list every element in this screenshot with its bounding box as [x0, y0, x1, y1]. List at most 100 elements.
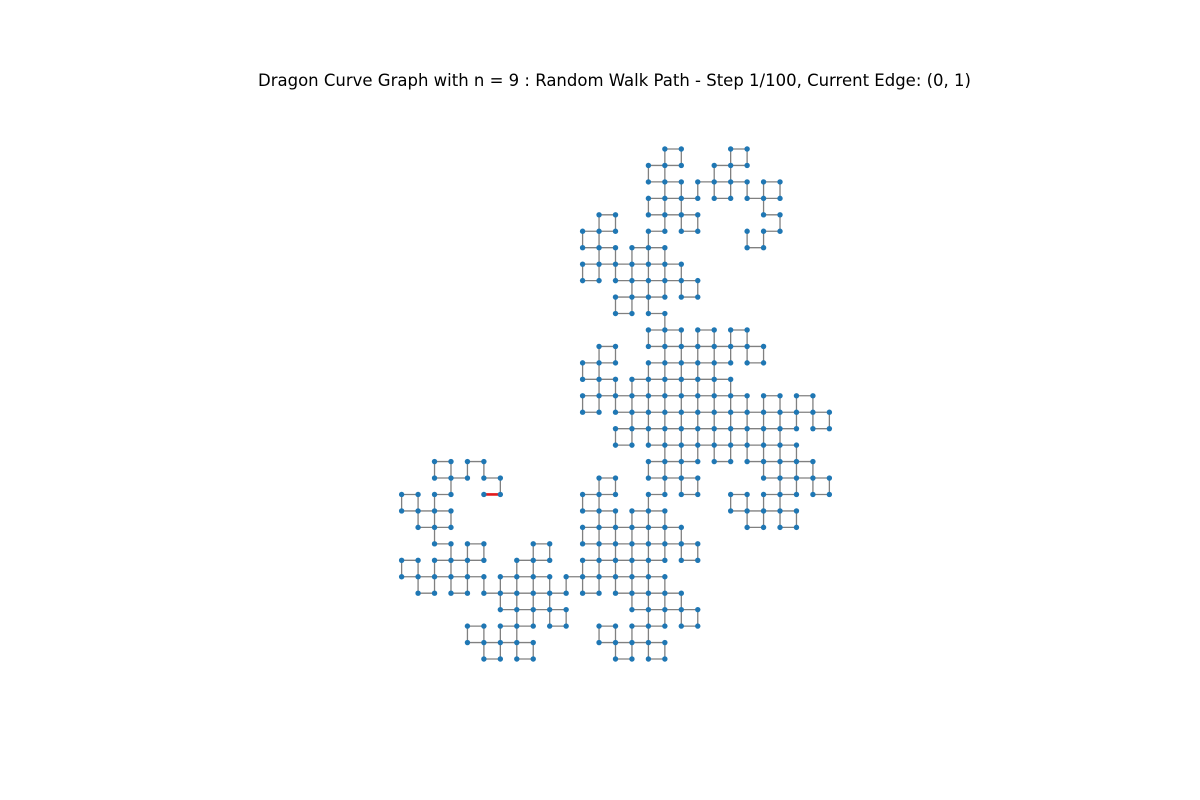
graph-node — [612, 310, 619, 317]
graph-node — [695, 557, 701, 563]
graph-node — [777, 409, 783, 415]
graph-node — [662, 195, 668, 202]
graph-node — [695, 458, 701, 465]
graph-node — [744, 442, 750, 448]
graph-node — [431, 557, 438, 563]
graph-node — [793, 442, 800, 448]
graph-node — [563, 606, 569, 613]
graph-node — [678, 360, 685, 366]
graph-node — [448, 524, 454, 531]
graph-node — [744, 508, 750, 514]
graph-node — [695, 179, 701, 185]
graph-node — [431, 475, 438, 481]
graph-node — [645, 639, 652, 646]
graph-node — [579, 376, 586, 383]
graph-node — [448, 475, 454, 481]
graph-node — [629, 557, 635, 563]
graph-node — [464, 574, 471, 580]
graph-node — [744, 195, 750, 202]
graph-node — [497, 639, 504, 646]
graph-node — [645, 228, 652, 234]
graph-node — [678, 590, 685, 596]
graph-node — [481, 590, 487, 596]
graph-node — [662, 261, 668, 267]
graph-node — [448, 508, 454, 514]
graph-node — [662, 327, 668, 333]
graph-node — [662, 146, 668, 152]
graph-node — [596, 393, 602, 399]
graph-node — [464, 557, 471, 563]
graph-node — [596, 574, 602, 580]
graph-node — [464, 458, 471, 465]
graph-node — [678, 162, 685, 169]
graph-node — [596, 261, 602, 267]
graph-node — [678, 541, 685, 547]
graph-node — [793, 458, 800, 465]
graph-node — [810, 491, 816, 498]
graph-node — [514, 557, 520, 563]
graph-node — [514, 639, 520, 646]
graph-node — [546, 590, 553, 596]
graph-node — [596, 212, 602, 218]
graph-node — [695, 475, 701, 481]
graph-node — [596, 376, 602, 383]
graph-node — [398, 557, 405, 563]
graph-node — [695, 606, 701, 613]
graph-node — [744, 409, 750, 415]
graph-node — [398, 574, 405, 580]
graph-node — [431, 574, 438, 580]
graph-node — [415, 524, 421, 531]
graph-node — [645, 590, 652, 596]
graph-node — [695, 491, 701, 498]
graph-node — [760, 425, 767, 432]
graph-node — [777, 425, 783, 432]
graph-node — [481, 639, 487, 646]
graph-node — [612, 425, 619, 432]
graph-node — [695, 393, 701, 399]
graph-node — [711, 425, 717, 432]
graph-node — [810, 425, 816, 432]
graph-node — [760, 195, 767, 202]
graph-node — [662, 277, 668, 284]
graph-node — [744, 491, 750, 498]
graph-node — [645, 574, 652, 580]
graph-node — [744, 228, 750, 234]
graph-node — [497, 574, 504, 580]
graph-node — [777, 228, 783, 234]
graph-node — [662, 212, 668, 218]
graph-node — [530, 590, 536, 596]
graph-node — [563, 574, 569, 580]
graph-node — [662, 508, 668, 514]
graph-node — [629, 310, 635, 317]
graph-node — [777, 458, 783, 465]
graph-node — [612, 590, 619, 596]
graph-node — [662, 343, 668, 350]
graph-node — [678, 606, 685, 613]
graph-node — [481, 557, 487, 563]
graph-node — [810, 409, 816, 415]
graph-node — [596, 245, 602, 251]
graph-node — [662, 524, 668, 531]
graph-node — [629, 393, 635, 399]
graph-node — [645, 508, 652, 514]
graph-node — [431, 524, 438, 531]
graph-node — [612, 541, 619, 547]
graph-node — [629, 606, 635, 613]
graph-node — [448, 557, 454, 563]
graph-node — [777, 491, 783, 498]
graph-node — [678, 277, 685, 284]
graph-node — [596, 623, 602, 629]
graph-node — [662, 639, 668, 646]
graph-node — [546, 574, 553, 580]
graph-node — [711, 458, 717, 465]
graph-node — [579, 277, 586, 284]
graph-node — [678, 212, 685, 218]
graph-node — [662, 491, 668, 498]
graph-node — [810, 393, 816, 399]
graph-node — [645, 409, 652, 415]
graph-node — [629, 442, 635, 448]
graph-node — [530, 639, 536, 646]
graph-node — [662, 162, 668, 169]
graph-node — [662, 623, 668, 629]
